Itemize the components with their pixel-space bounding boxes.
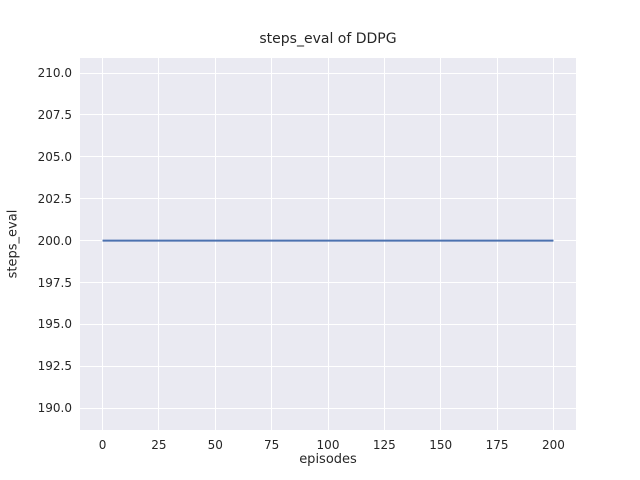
- x-tick-label: 150: [429, 438, 453, 452]
- x-tick-label: 200: [542, 438, 565, 452]
- y-gridline: [80, 72, 576, 74]
- series-layer: [102, 239, 554, 242]
- y-tick-label: 210.0: [37, 66, 72, 81]
- x-tick-label: 75: [263, 438, 280, 452]
- y-gridline: [80, 365, 576, 367]
- plot-area: [80, 58, 576, 430]
- x-gridline: [102, 58, 104, 430]
- x-gridline: [158, 58, 160, 430]
- y-tick-label: 190.0: [37, 401, 72, 416]
- x-gridline: [440, 58, 442, 430]
- y-gridline: [80, 323, 576, 325]
- x-tick-label: 100: [316, 438, 340, 452]
- x-gridline: [496, 58, 498, 430]
- x-gridline: [327, 58, 329, 430]
- x-gridline: [552, 58, 554, 430]
- x-gridline: [214, 58, 216, 430]
- x-tick-label: 0: [98, 438, 107, 452]
- x-tick-label: 175: [485, 438, 509, 452]
- y-tick-label: 192.5: [37, 359, 72, 374]
- y-tick-label: 205.0: [37, 149, 72, 164]
- x-axis-label: episodes: [299, 452, 357, 467]
- y-gridline: [80, 198, 576, 200]
- chart-title: steps_eval of DDPG: [259, 31, 397, 47]
- y-tick-label: 200.0: [37, 233, 72, 248]
- y-gridline: [80, 114, 576, 116]
- y-tick-label: 195.0: [37, 317, 72, 332]
- y-tick-label: 197.5: [37, 275, 72, 290]
- y-gridline: [80, 156, 576, 158]
- y-gridline: [80, 407, 576, 409]
- y-tick-label: 207.5: [37, 107, 72, 122]
- y-gridline: [80, 282, 576, 284]
- x-tick-label: 125: [372, 438, 396, 452]
- y-tick-label: 202.5: [37, 191, 72, 206]
- x-tick-label: 25: [151, 438, 167, 452]
- x-gridline: [383, 58, 385, 430]
- x-tick-label: 50: [207, 438, 223, 452]
- x-gridline: [271, 58, 273, 430]
